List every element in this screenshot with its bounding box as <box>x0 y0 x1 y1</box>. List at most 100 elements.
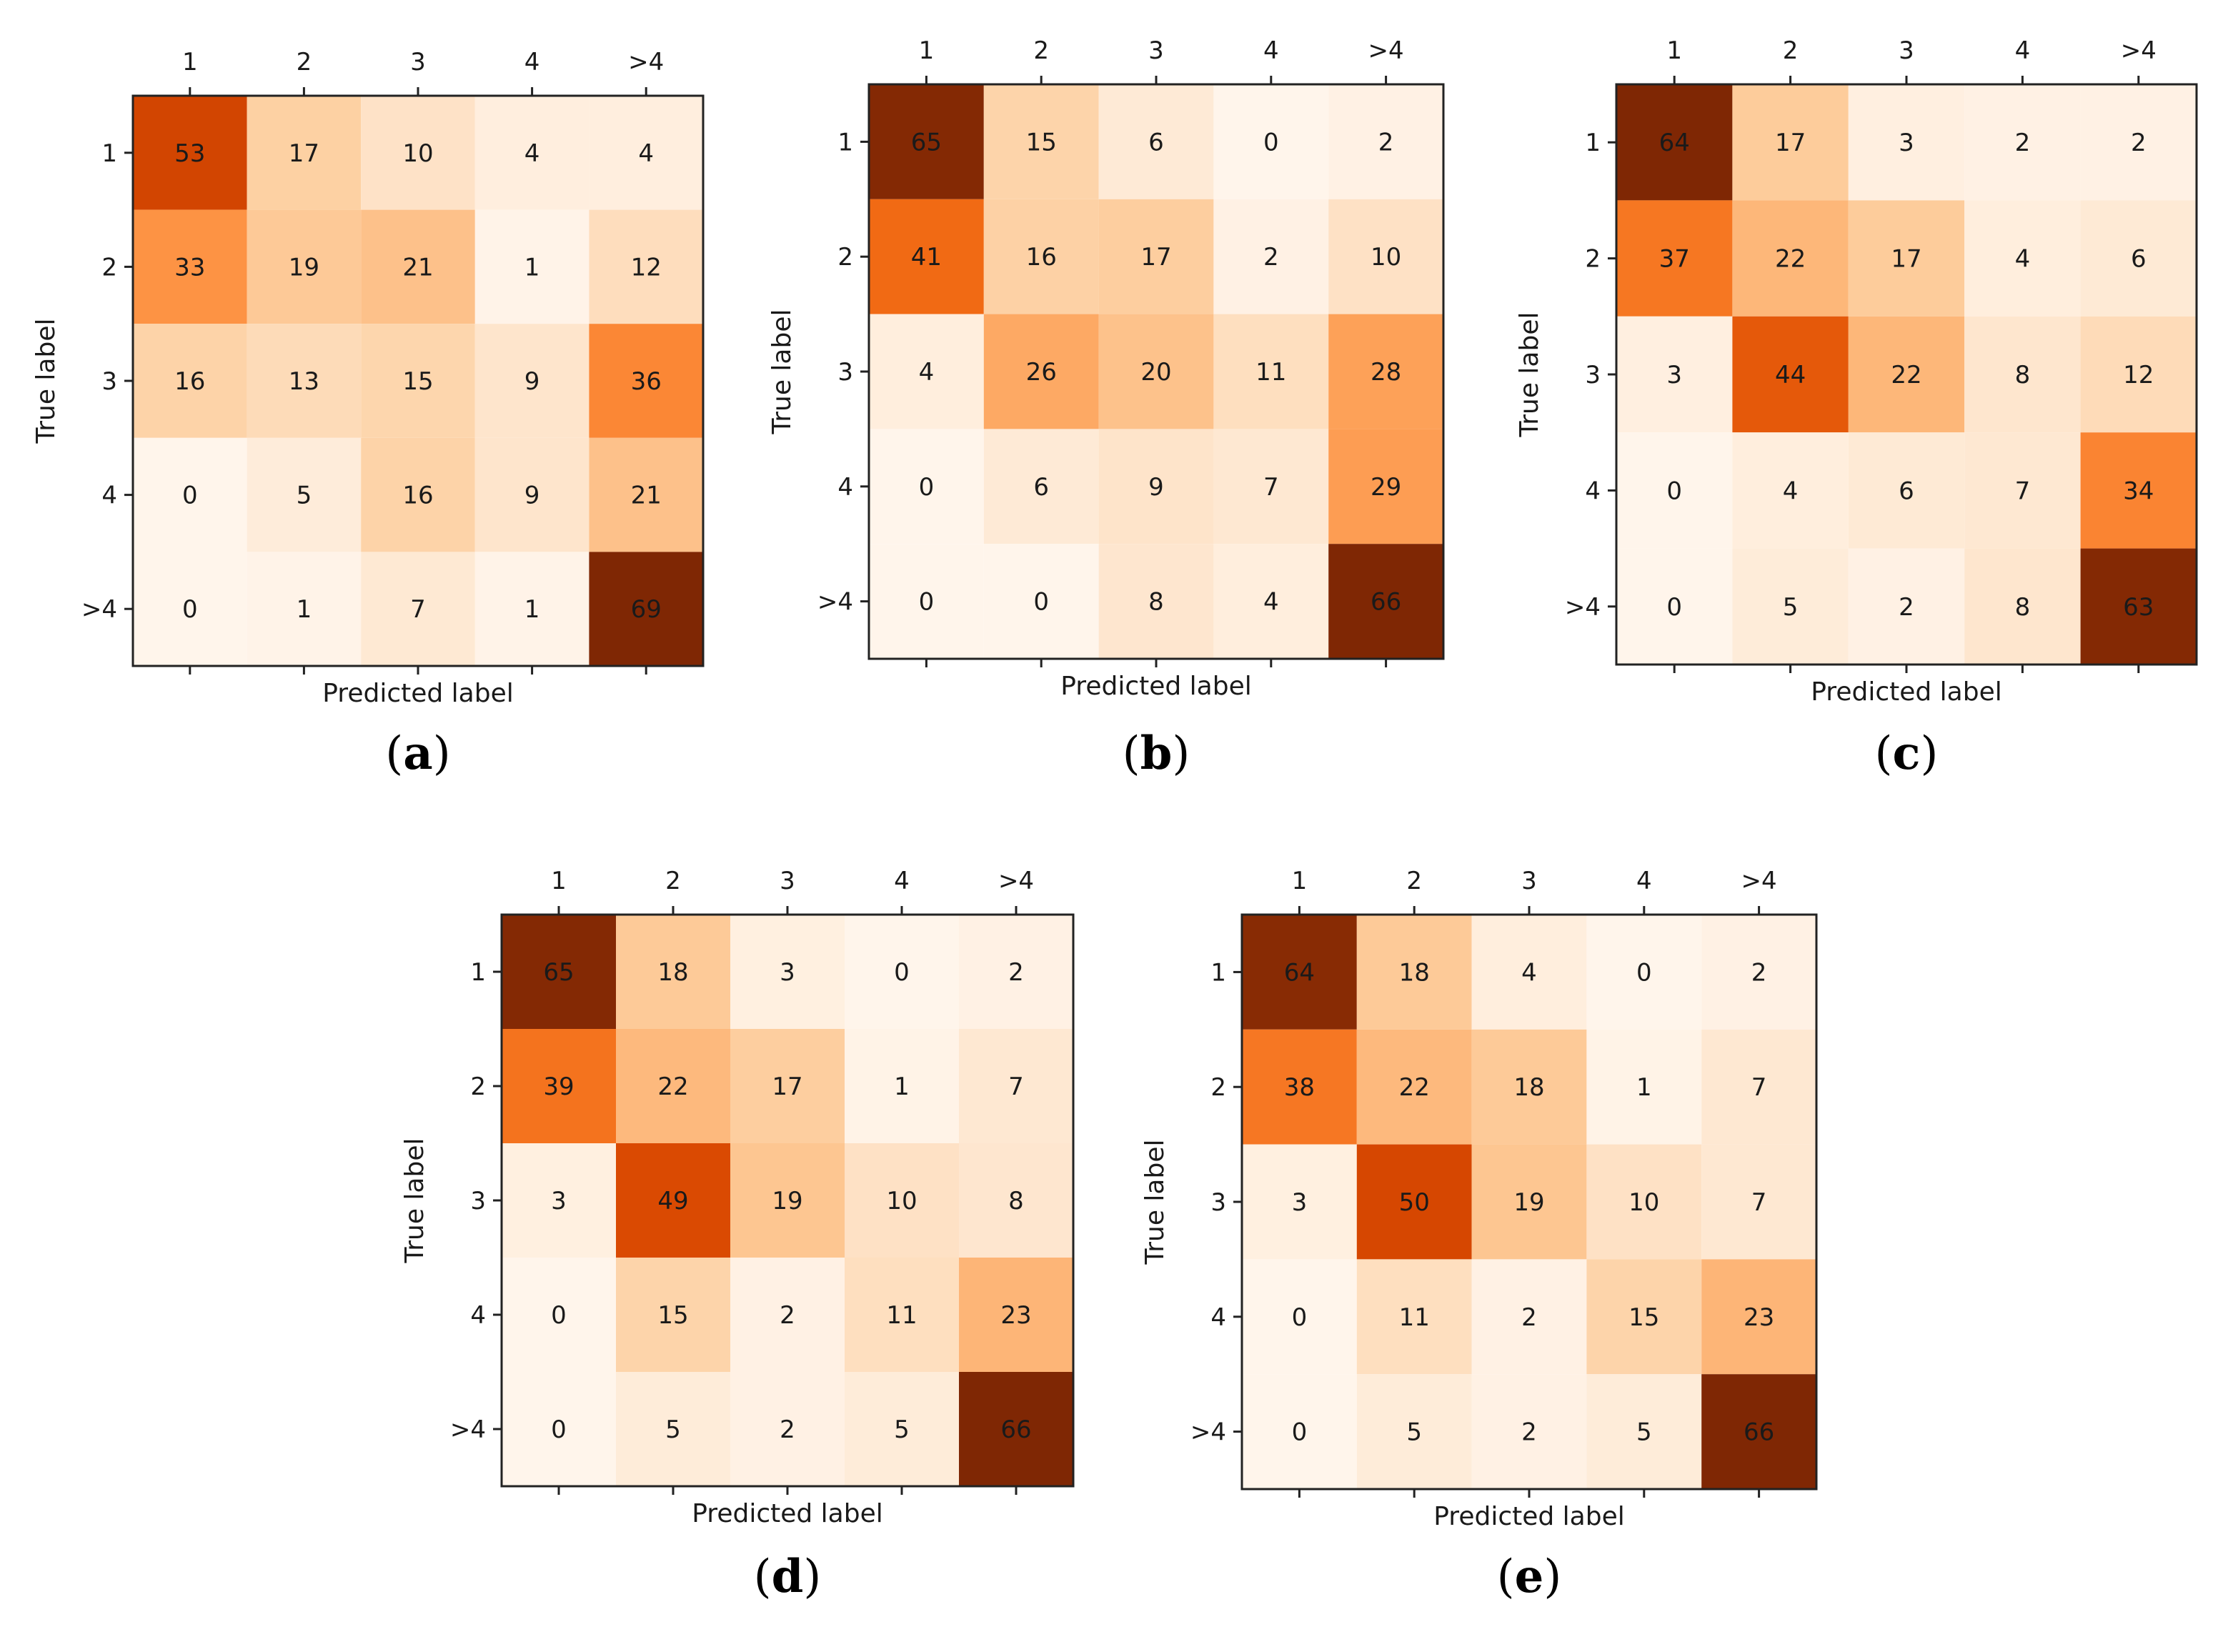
heatmap-cell <box>730 1143 845 1258</box>
heatmap-cell <box>959 915 1073 1029</box>
cell-value-label: 33 <box>174 253 205 282</box>
cell-value-label: 44 <box>1775 361 1806 389</box>
heatmap-cell <box>2080 84 2197 201</box>
heatmap-cell <box>1356 915 1472 1030</box>
heatmap-cell <box>1328 429 1443 544</box>
caption-close-paren: ) <box>803 1551 821 1603</box>
y-tick-label: 2 <box>470 1073 486 1101</box>
heatmap-cell <box>502 1029 616 1143</box>
heatmap-cell <box>589 96 703 210</box>
cell-value-label: 0 <box>182 482 198 510</box>
cell-value-label: 0 <box>1292 1418 1308 1447</box>
x-tick-label: 2 <box>297 48 312 76</box>
x-axis-label: Predicted label <box>1811 677 2002 707</box>
heatmap-cell <box>2080 200 2197 317</box>
cell-value-label: 1 <box>1636 1073 1652 1102</box>
x-tick-label: >4 <box>2121 36 2157 65</box>
y-tick-label: 3 <box>470 1187 486 1215</box>
cell-value-label: 37 <box>1659 245 1690 274</box>
cell-value-label: 1 <box>524 253 540 282</box>
cell-value-label: 66 <box>1744 1418 1774 1447</box>
caption-open-paren: ( <box>385 727 403 780</box>
cell-value-label: 10 <box>1628 1188 1659 1217</box>
heatmap-cell <box>1098 544 1214 659</box>
heatmap-cell <box>474 552 590 666</box>
caption-close-paren: ) <box>1172 727 1190 780</box>
cell-value-label: 1 <box>894 1073 910 1101</box>
cell-value-label: 4 <box>2015 245 2031 274</box>
cell-value-label: 21 <box>402 253 433 282</box>
cell-value-label: 7 <box>2015 477 2031 505</box>
cell-value-label: 2 <box>1263 243 1279 272</box>
heatmap-cell <box>1098 314 1214 429</box>
panel-caption: (b) <box>1123 727 1190 780</box>
heatmap-cell <box>845 1029 959 1143</box>
cell-value-label: 8 <box>2015 361 2031 389</box>
heatmap-cell <box>845 915 959 1029</box>
heatmap-cell <box>1098 84 1214 199</box>
x-tick-label: 2 <box>1406 867 1422 895</box>
heatmap-cell <box>959 1372 1073 1486</box>
cell-value-label: 2 <box>1378 128 1394 156</box>
heatmap-cell <box>983 199 1099 314</box>
heatmap-cell <box>1471 915 1587 1030</box>
cell-value-label: 5 <box>1783 593 1799 622</box>
heatmap-cell <box>845 1258 959 1372</box>
cell-value-label: 3 <box>1292 1188 1308 1217</box>
cell-value-label: 65 <box>911 128 942 156</box>
caption-letter: a <box>403 727 432 780</box>
heatmap-cell <box>361 209 475 324</box>
cell-value-label: 34 <box>2123 477 2154 505</box>
cell-value-label: 10 <box>402 139 433 168</box>
cell-value-label: 0 <box>1292 1303 1308 1332</box>
cell-value-label: 2 <box>1521 1303 1537 1332</box>
heatmap-cell <box>1701 1374 1816 1489</box>
caption-letter: d <box>772 1550 804 1603</box>
cell-value-label: 3 <box>1899 129 1914 157</box>
heatmap-cell <box>589 209 703 324</box>
heatmap-cell <box>1586 1029 1702 1145</box>
cell-value-label: 16 <box>1026 243 1057 272</box>
panel-caption: (a) <box>385 727 450 780</box>
cell-value-label: 3 <box>551 1187 567 1215</box>
heatmap-cell <box>1732 84 1849 201</box>
heatmap-cell <box>2080 548 2197 665</box>
heatmap-cell <box>1242 1374 1357 1489</box>
heatmap-cell <box>845 1143 959 1258</box>
cell-value-label: 28 <box>1371 358 1401 387</box>
cell-value-label: 3 <box>780 958 795 987</box>
caption-close-paren: ) <box>1920 727 1938 780</box>
heatmap-cell <box>361 552 475 666</box>
cell-value-label: 69 <box>631 595 662 624</box>
confusion-matrix-c: 64 17 3 2 237 22 17 4 63 44 22 8 120 4 6 7 340 5 2 8 631 2 3 4 >… <box>1515 36 2198 780</box>
cell-value-label: 5 <box>1636 1418 1652 1447</box>
heatmap-cell <box>1586 1259 1702 1375</box>
heatmap-cell <box>983 544 1099 659</box>
cell-value-label: 22 <box>1775 245 1806 274</box>
y-tick-label: 4 <box>1585 477 1601 505</box>
heatmap-cell <box>983 429 1099 544</box>
heatmap-cell <box>1242 1029 1357 1145</box>
y-tick-label: 2 <box>837 243 853 272</box>
cell-value-label: 9 <box>1148 473 1164 502</box>
heatmap-cell <box>616 1029 730 1143</box>
cell-value-label: 10 <box>1371 243 1401 272</box>
cell-value-label: 12 <box>2123 361 2154 389</box>
caption-letter: e <box>1515 1550 1544 1603</box>
cell-value-label: 53 <box>174 139 205 168</box>
cell-value-label: 23 <box>1744 1303 1774 1332</box>
y-tick-label: >4 <box>81 595 117 624</box>
caption-close-paren: ) <box>1543 1551 1561 1603</box>
cell-value-label: 8 <box>1148 588 1164 617</box>
heatmap-cell <box>1471 1144 1587 1260</box>
cell-value-label: 0 <box>1666 477 1682 505</box>
panel-caption: (e) <box>1497 1550 1562 1603</box>
y-tick-label: 1 <box>470 958 486 987</box>
cell-value-label: 15 <box>1628 1303 1659 1332</box>
cell-value-label: 11 <box>1399 1303 1430 1332</box>
cell-value-label: 2 <box>1751 958 1767 987</box>
heatmap-cell <box>983 84 1099 199</box>
x-tick-label: 2 <box>1783 36 1799 65</box>
x-axis-label: Predicted label <box>692 1499 883 1528</box>
